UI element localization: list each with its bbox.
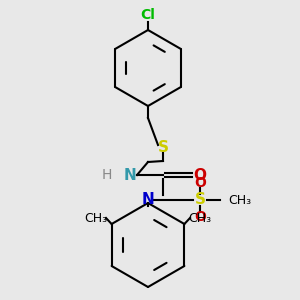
Text: S: S <box>158 140 169 155</box>
Text: O: O <box>194 167 206 182</box>
Text: Cl: Cl <box>141 8 155 22</box>
Text: CH₃: CH₃ <box>188 212 212 224</box>
Text: O: O <box>194 176 206 190</box>
Text: N: N <box>142 193 154 208</box>
Text: H: H <box>102 168 112 182</box>
Text: CH₃: CH₃ <box>228 194 251 206</box>
Text: CH₃: CH₃ <box>84 212 108 224</box>
Text: O: O <box>194 210 206 224</box>
Text: N: N <box>124 167 136 182</box>
Text: S: S <box>194 193 206 208</box>
